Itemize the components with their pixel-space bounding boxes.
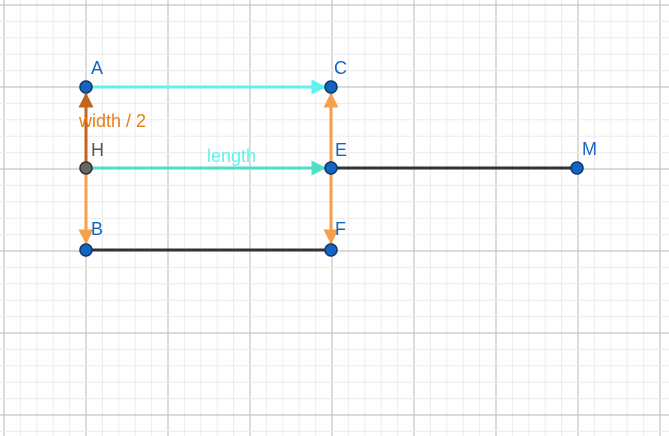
point-e-label: E bbox=[335, 140, 347, 160]
point-f[interactable] bbox=[324, 243, 338, 257]
point-c-label: C bbox=[334, 58, 347, 78]
point-m[interactable] bbox=[570, 161, 584, 175]
point-h[interactable] bbox=[79, 161, 93, 175]
point-m-label: M bbox=[582, 139, 597, 159]
label-length: length bbox=[207, 146, 256, 166]
point-f-label: F bbox=[335, 219, 346, 239]
point-b[interactable] bbox=[79, 243, 93, 257]
point-h-label: H bbox=[91, 140, 104, 160]
point-a[interactable] bbox=[79, 80, 93, 94]
point-a-label: A bbox=[91, 58, 103, 78]
point-b-label: B bbox=[91, 219, 103, 239]
label-width-half: width / 2 bbox=[78, 111, 146, 131]
point-c[interactable] bbox=[324, 80, 338, 94]
point-e[interactable] bbox=[324, 161, 338, 175]
